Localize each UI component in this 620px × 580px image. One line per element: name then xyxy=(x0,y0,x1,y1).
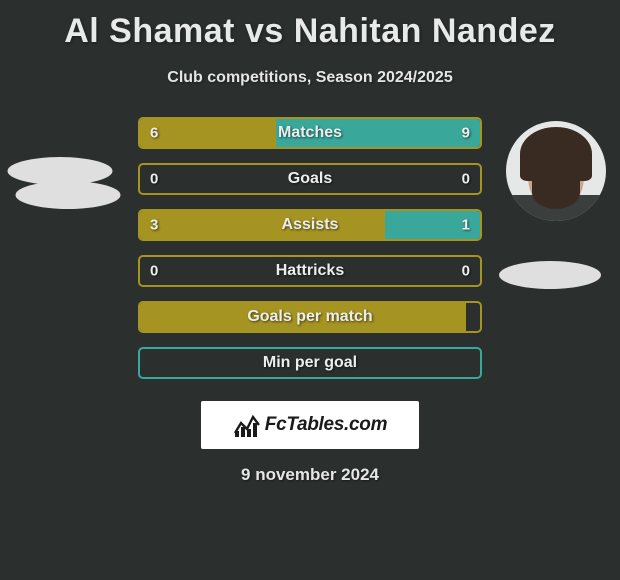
bar-label: Goals xyxy=(140,170,480,188)
bar-label: Matches xyxy=(140,124,480,142)
comparison-card: Al Shamat vs Nahitan Nandez Club competi… xyxy=(0,0,620,580)
stat-bar: 69Matches xyxy=(138,117,482,149)
page-title: Al Shamat vs Nahitan Nandez xyxy=(0,0,620,51)
stat-bar: Min per goal xyxy=(138,347,482,379)
branding-text: FcTables.com xyxy=(265,414,387,436)
content: 69Matches 00Goals 31Assists 00Hattricks Goal… xyxy=(0,117,620,485)
player-left-club-pill xyxy=(16,181,121,209)
bar-label: Hattricks xyxy=(140,262,480,280)
date-label: 9 november 2024 xyxy=(0,465,620,485)
branding-badge[interactable]: FcTables.com xyxy=(201,401,419,449)
stat-bar: 00Goals xyxy=(138,163,482,195)
bar-label: Min per goal xyxy=(140,354,480,372)
stat-bars: 69Matches 00Goals 31Assists 00Hattricks Goal… xyxy=(138,117,482,379)
stat-bar: 00Hattricks xyxy=(138,255,482,287)
stat-bar: 31Assists xyxy=(138,209,482,241)
player-right-avatar xyxy=(506,121,606,221)
stat-bar: Goals per match xyxy=(138,301,482,333)
player-right-club-pill xyxy=(499,261,601,289)
branding-icon xyxy=(233,413,261,437)
bar-label: Goals per match xyxy=(140,308,480,326)
subtitle: Club competitions, Season 2024/2025 xyxy=(0,69,620,87)
avatar-beard xyxy=(532,175,580,209)
bar-label: Assists xyxy=(140,216,480,234)
